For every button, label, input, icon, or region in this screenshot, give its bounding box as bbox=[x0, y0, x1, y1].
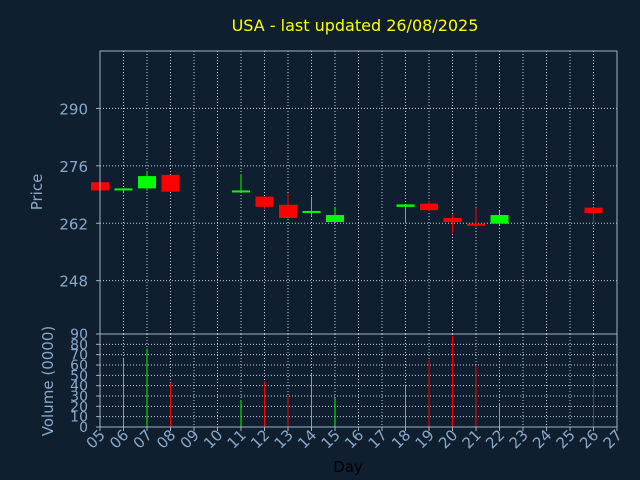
price-axis-label: Price bbox=[28, 174, 46, 211]
x-tick-label: 12 bbox=[247, 426, 273, 452]
candle-body bbox=[396, 204, 415, 207]
x-tick-label: 27 bbox=[600, 426, 626, 452]
candle-body bbox=[467, 223, 485, 226]
price-tick-label: 248 bbox=[59, 273, 88, 291]
x-tick-label: 07 bbox=[130, 426, 156, 452]
volume-tick-label: 70 bbox=[70, 348, 88, 364]
chart-title: USA - last updated 26/08/2025 bbox=[232, 16, 479, 35]
x-axis-label: Day bbox=[333, 458, 363, 476]
volume-tick-label: 0 bbox=[79, 420, 88, 436]
volume-axis-label: Volume (0000) bbox=[39, 326, 57, 436]
x-tick-label: 23 bbox=[506, 426, 532, 452]
x-tick-label: 20 bbox=[435, 426, 461, 452]
candle-body bbox=[420, 203, 438, 211]
x-tick-label: 14 bbox=[294, 426, 320, 452]
candle-body bbox=[443, 217, 462, 223]
price-panel: 248 262 276 290 bbox=[59, 50, 618, 335]
candle-body bbox=[326, 215, 344, 223]
candle-body bbox=[302, 210, 321, 213]
candle-body bbox=[255, 196, 274, 207]
volume-tick-label: 80 bbox=[70, 337, 88, 353]
candle-body bbox=[584, 207, 603, 214]
x-tick-label: 06 bbox=[106, 426, 132, 452]
x-tick-label: 24 bbox=[529, 426, 555, 452]
price-tick-label: 262 bbox=[59, 215, 88, 233]
x-tick-label: 08 bbox=[153, 426, 179, 452]
candle-body bbox=[114, 188, 133, 191]
x-tick-label: 21 bbox=[459, 426, 485, 452]
x-tick-label: 25 bbox=[553, 426, 579, 452]
volume-tick-label: 40 bbox=[70, 379, 88, 395]
x-tick-label: 17 bbox=[365, 426, 391, 452]
candle-body bbox=[161, 174, 180, 192]
candle-body bbox=[232, 190, 250, 193]
x-tick-label: 15 bbox=[318, 426, 344, 452]
candle-body bbox=[138, 176, 156, 189]
volume-frame bbox=[99, 333, 618, 428]
x-tick-label: 16 bbox=[341, 426, 367, 452]
volume-tick-label: 90 bbox=[70, 327, 88, 343]
x-tick-label: 10 bbox=[200, 426, 226, 452]
volume-panel: 0102030405060708090050607080910111213141… bbox=[70, 327, 626, 452]
x-tick-label: 11 bbox=[224, 426, 250, 452]
price-tick-label: 290 bbox=[59, 100, 88, 118]
x-tick-label: 19 bbox=[412, 426, 438, 452]
volume-tick-label: 60 bbox=[70, 358, 88, 374]
candle-body bbox=[279, 204, 297, 218]
x-tick-label: 13 bbox=[271, 426, 297, 452]
x-tick-label: 22 bbox=[482, 426, 508, 452]
price-tick-label: 276 bbox=[59, 158, 88, 176]
volume-tick-label: 30 bbox=[70, 389, 88, 405]
candle-body bbox=[490, 215, 509, 224]
volume-tick-label: 20 bbox=[70, 399, 88, 415]
x-tick-label: 18 bbox=[388, 426, 414, 452]
x-tick-label: 26 bbox=[576, 426, 602, 452]
volume-tick-label: 50 bbox=[70, 368, 88, 384]
x-tick-label: 09 bbox=[177, 426, 203, 452]
volume-tick-label: 10 bbox=[70, 410, 88, 426]
